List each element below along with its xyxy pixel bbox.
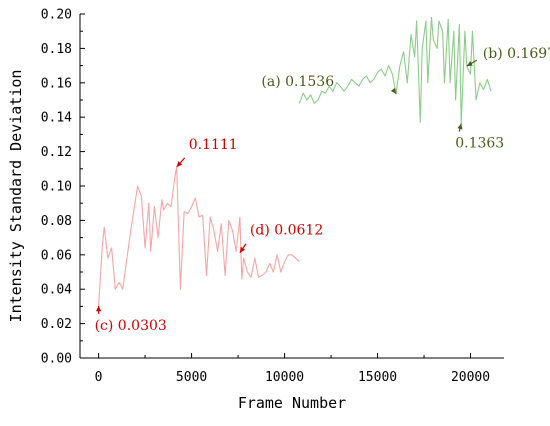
x-tick-label: 10000 (265, 370, 304, 385)
y-tick-label: 0.00 (41, 352, 72, 367)
y-tick-label: 0.06 (41, 248, 72, 263)
annotation-label: 0.1363 (455, 136, 504, 152)
x-tick-label: 5000 (176, 370, 207, 385)
y-tick-label: 0.08 (41, 214, 72, 229)
annotation-label: 0.1111 (189, 137, 238, 153)
annotation-arrowhead (239, 246, 246, 253)
y-tick-label: 0.20 (41, 8, 72, 23)
y-tick-label: 0.10 (41, 180, 72, 195)
annotation-arrowhead (176, 161, 183, 167)
annotation-label: (c) 0.0303 (95, 318, 167, 334)
series-layer (98, 16, 492, 306)
annotation-label: (b) 0.1697 (483, 46, 550, 62)
y-tick-label: 0.14 (41, 111, 72, 126)
y-axis-title: Intensity Standard Deviation (7, 70, 25, 323)
y-tick-label: 0.12 (41, 145, 72, 160)
annotation-arrowhead (95, 305, 102, 312)
x-tick-label: 0 (95, 370, 103, 385)
series-line-2 (298, 16, 492, 125)
annotation-arrowhead (466, 61, 473, 67)
plot-frame: 0.00 0.02 0.04 0.06 0.08 0.10 0.12 0.14 0.16 0.18… (41, 8, 504, 385)
annotation-label: (d) 0.0612 (250, 223, 323, 239)
annotation-label: (a) 0.1536 (261, 74, 334, 90)
y-tick-label: 0.04 (41, 283, 72, 298)
series-line-1 (98, 166, 300, 306)
x-tick-label: 20000 (451, 370, 490, 385)
x-axis-title: Frame Number (238, 394, 346, 412)
y-tick-label: 0.16 (41, 76, 72, 91)
annotation-layer: 0.1111 (d) 0.0612 (c) 0.0303 (a) 0.1536 (b) … (95, 46, 550, 334)
annotation-arrowhead (390, 87, 397, 94)
y-tick-label: 0.18 (41, 42, 72, 57)
y-tick-label: 0.02 (41, 317, 72, 332)
annotation-arrowhead (457, 123, 463, 130)
x-tick-label: 15000 (358, 370, 397, 385)
